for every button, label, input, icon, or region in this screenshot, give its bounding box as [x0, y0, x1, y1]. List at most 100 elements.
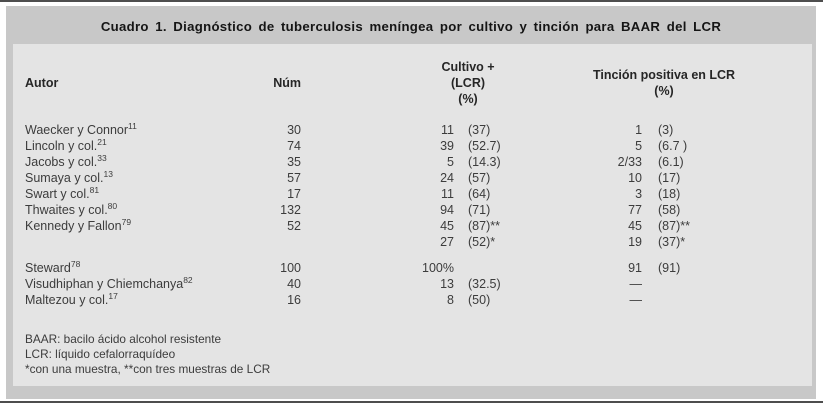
column-header-num: Núm [273, 76, 301, 90]
tincion-pct-cell: (58) [658, 203, 681, 217]
cultivo-count-cell: 94 [440, 203, 454, 217]
cultivo-count-cell: 27 [440, 235, 454, 249]
num-cell: 74 [287, 139, 301, 153]
cultivo-count-cell: 8 [447, 293, 454, 307]
tincion-count-cell: 45 [628, 219, 643, 233]
tincion-header-line2: (%) [654, 84, 674, 98]
cultivo-header-line3: (%) [458, 92, 478, 106]
tincion-count-cell: 10 [628, 171, 643, 185]
table-card: Cuadro 1. Diagnóstico de tuberculosis me… [6, 6, 816, 399]
table-row: Steward78 100 100% 91 (91) [13, 250, 812, 276]
author-cell: Waecker y Connor11 [13, 122, 253, 138]
tincion-pct-cell: (91) [658, 261, 681, 275]
footnote-baar: BAAR: bacilo ácido alcohol resistente [25, 332, 222, 346]
author-cell: Lincoln y col.21 [13, 138, 253, 154]
author-ref: 79 [121, 216, 132, 227]
author-ref: 81 [89, 184, 100, 195]
cultivo-pct-cell: (50) [468, 293, 491, 307]
author-name: Visudhiphan y Chiemchanya [25, 277, 184, 291]
author-ref: 13 [103, 168, 113, 179]
author-cell: Thwaites y col.80 [13, 202, 253, 218]
author-name: Kennedy y Fallon [25, 219, 122, 233]
table-title: Cuadro 1. Diagnóstico de tuberculosis me… [100, 19, 722, 34]
cultivo-count-cell: 13 [440, 277, 454, 291]
tincion-count-cell: — [629, 293, 643, 307]
author-cell: Jacobs y col.33 [13, 154, 253, 170]
tincion-count-cell: — [629, 277, 643, 291]
author-name: Jacobs y col. [25, 155, 98, 169]
tincion-count-cell: 91 [628, 261, 643, 275]
author-cell: Kennedy y Fallon79 [13, 218, 253, 234]
tincion-header-line1: Tinción positiva en LCR [592, 68, 736, 82]
tincion-count-cell: 2/33 [617, 155, 643, 169]
num-cell: 17 [287, 187, 301, 201]
author-name: Lincoln y col. [25, 139, 98, 153]
table-row: Thwaites y col.80 132 94 (71) 77 (58) [13, 202, 812, 218]
footnote-samples: *con una muestra, **con tres muestras de… [25, 362, 271, 376]
table-row: Sumaya y col.13 57 24 (57) 10 (17) [13, 170, 812, 186]
tincion-pct-cell: (17) [658, 171, 681, 185]
author-cell: Swart y col.81 [13, 186, 253, 202]
author-ref: 78 [70, 258, 81, 269]
column-header-tincion: Tinción positiva en LCR (%) [566, 44, 812, 122]
table-row: Kennedy y Fallon79 52 45 (87)** 45 (87)*… [13, 218, 812, 234]
author-name: Sumaya y col. [25, 171, 104, 185]
cultivo-pct-cell: (52)* [468, 235, 496, 249]
num-cell: 16 [287, 293, 301, 307]
tincion-pct-cell: (6.7 ) [658, 139, 688, 153]
tincion-count-cell: 3 [635, 187, 643, 201]
bottom-border-line [0, 401, 823, 403]
cultivo-pct-cell: (14.3) [468, 155, 501, 169]
author-name: Steward [25, 261, 71, 275]
author-cell: Sumaya y col.13 [13, 170, 253, 186]
column-header-cultivo: Cultivo + (LCR) (%) [311, 44, 566, 122]
tincion-pct-cell: (18) [658, 187, 681, 201]
num-cell [253, 234, 311, 250]
table-row: Waecker y Connor11 30 11 (37) 1 (3) [13, 122, 812, 138]
cultivo-pct-cell: (37) [468, 123, 491, 137]
footnote-lcr: LCR: líquido cefalorraquídeo [25, 347, 176, 361]
author-cell: Maltezou y col.17 [13, 292, 253, 308]
num-cell: 40 [287, 277, 301, 291]
tincion-pct-cell: (37)* [658, 235, 686, 249]
table-body-panel: Autor Núm Cultivo + (LCR) (%) Tinción po… [13, 44, 812, 386]
author-name: Swart y col. [25, 187, 90, 201]
table-row: Jacobs y col.33 35 5 (14.3) 2/33 (6.1) [13, 154, 812, 170]
cultivo-pct-cell: (32.5) [468, 277, 501, 291]
tincion-pct-cell [658, 292, 812, 308]
cultivo-pct-cell: (71) [468, 203, 491, 217]
cultivo-pct-cell [468, 250, 566, 276]
cultivo-count-cell: 45 [440, 219, 454, 233]
cultivo-pct-cell: (57) [468, 171, 491, 185]
cultivo-count-cell: 100% [422, 261, 454, 275]
num-cell: 35 [287, 155, 301, 169]
tincion-count-cell: 1 [635, 123, 643, 137]
author-ref: 80 [107, 200, 118, 211]
cultivo-pct-cell: (52.7) [468, 139, 501, 153]
author-cell: Visudhiphan y Chiemchanya82 [13, 276, 253, 292]
table-row: Lincoln y col.21 74 39 (52.7) 5 (6.7 ) [13, 138, 812, 154]
header-row: Autor Núm Cultivo + (LCR) (%) Tinción po… [13, 44, 812, 122]
table-row-continuation: 27 (52)* 19 (37)* [13, 234, 812, 250]
cultivo-header-line1: Cultivo + [441, 60, 495, 74]
author-ref: 82 [183, 274, 193, 285]
cultivo-count-cell: 11 [441, 123, 454, 137]
num-cell: 57 [287, 171, 301, 185]
table-row: Maltezou y col.17 16 8 (50) — [13, 292, 812, 308]
top-border-line [0, 0, 823, 2]
column-header-autor: Autor [25, 76, 59, 90]
author-name: Maltezou y col. [25, 293, 109, 307]
tincion-pct-cell [658, 276, 812, 292]
data-table: Autor Núm Cultivo + (LCR) (%) Tinción po… [13, 44, 812, 308]
cultivo-pct-cell: (87)** [468, 219, 500, 233]
cultivo-header-line2: (LCR) [451, 76, 486, 90]
author-cell: Steward78 [13, 250, 253, 276]
tincion-count-cell: 19 [628, 235, 643, 249]
cultivo-count-cell: 39 [440, 139, 454, 153]
num-cell: 132 [280, 203, 301, 217]
author-ref: 11 [128, 120, 137, 131]
num-cell: 100 [280, 261, 301, 275]
footnotes: BAAR: bacilo ácido alcohol resistente LC… [25, 332, 812, 377]
num-cell: 30 [287, 123, 301, 137]
